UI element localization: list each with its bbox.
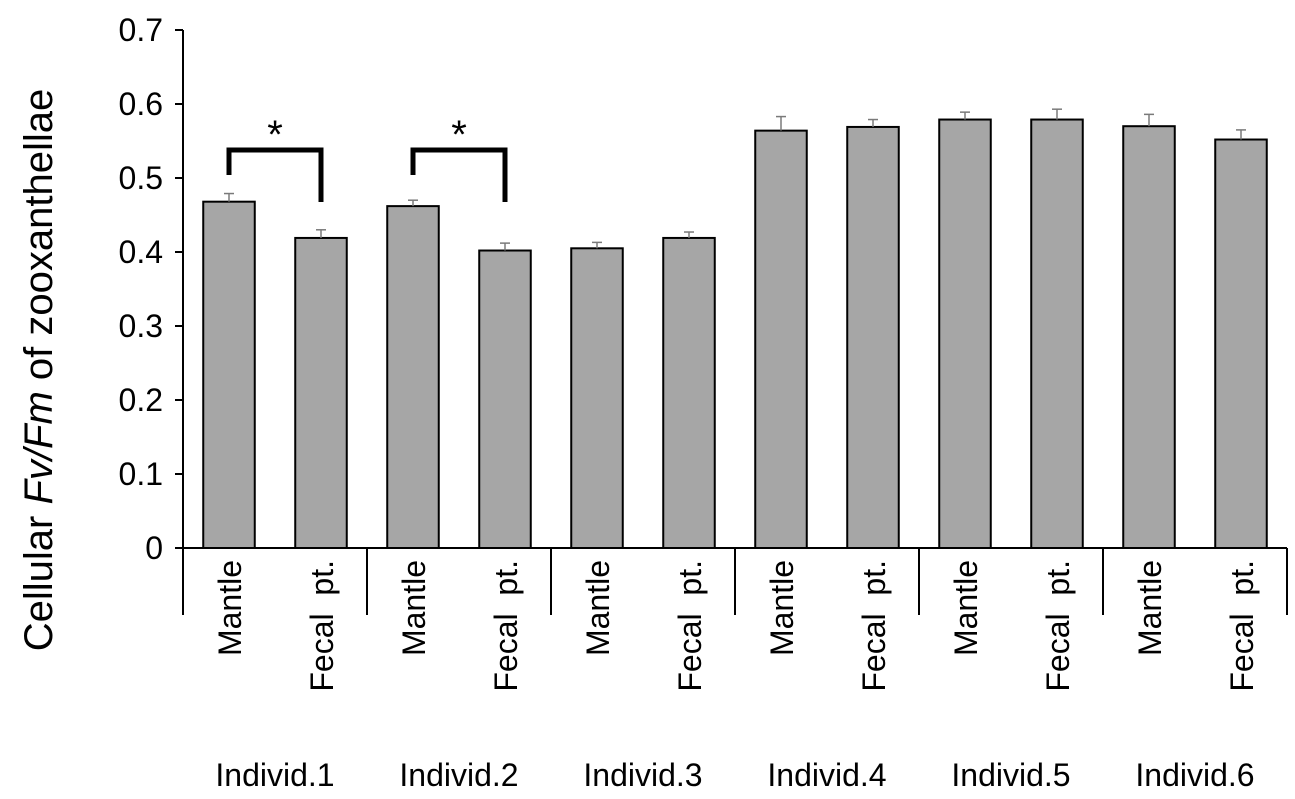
bar bbox=[202, 200, 256, 549]
bar bbox=[570, 247, 624, 550]
significance-star: * bbox=[267, 113, 283, 157]
significance-star: * bbox=[451, 113, 467, 157]
category-label: Mantle bbox=[948, 560, 984, 656]
bar bbox=[1030, 118, 1084, 549]
category-label: Mantle bbox=[764, 560, 800, 656]
y-axis-title: Cellular Fv/Fm of zooxanthellae bbox=[17, 89, 61, 651]
y-tick-label: 0.4 bbox=[119, 234, 163, 270]
category-label: Fecal pt. bbox=[488, 560, 524, 692]
bar bbox=[662, 236, 716, 549]
y-axis-title-italic: Fv/Fm bbox=[17, 391, 61, 504]
category-label: Fecal pt. bbox=[1040, 560, 1076, 692]
group-label: Individ.2 bbox=[399, 757, 518, 793]
significance-markers: * * bbox=[226, 113, 508, 202]
y-axis: 0 0.1 0.2 0.3 0.4 0.5 0.6 0.7 bbox=[119, 12, 184, 566]
y-tick-label: 0.1 bbox=[119, 456, 163, 492]
group-label: Individ.1 bbox=[215, 757, 334, 793]
y-tick-label: 0.5 bbox=[119, 160, 163, 196]
group-label: Individ.6 bbox=[1135, 757, 1254, 793]
bar bbox=[478, 249, 532, 550]
category-label: Mantle bbox=[1132, 560, 1168, 656]
category-label: Fecal pt. bbox=[1224, 560, 1260, 692]
bar bbox=[754, 129, 808, 549]
y-axis-title-suffix: of zooxanthellae bbox=[17, 89, 61, 391]
group-label: Individ.3 bbox=[583, 757, 702, 793]
y-tick-label: 0.2 bbox=[119, 382, 163, 418]
category-label: Mantle bbox=[212, 560, 248, 656]
category-label: Mantle bbox=[396, 560, 432, 656]
category-label: Mantle bbox=[580, 560, 616, 656]
y-tick-label: 0.6 bbox=[119, 86, 163, 122]
bar bbox=[386, 205, 440, 549]
x-axis: Individ.1 Mantle Fecal pt. Individ.2 Mantle F… bbox=[182, 547, 1288, 793]
category-label: Fecal pt. bbox=[856, 560, 892, 692]
bar bbox=[1214, 138, 1268, 550]
category-label: Fecal pt. bbox=[304, 560, 340, 692]
significance-bracket bbox=[226, 147, 324, 202]
group-label: Individ.4 bbox=[767, 757, 886, 793]
y-tick-label: 0.7 bbox=[119, 12, 163, 48]
bar bbox=[846, 125, 900, 549]
y-tick-label: 0 bbox=[145, 530, 163, 566]
bar bbox=[1122, 125, 1176, 549]
bar bbox=[938, 118, 992, 549]
y-axis-title-prefix: Cellular bbox=[17, 505, 61, 652]
bar bbox=[294, 236, 348, 549]
group-label: Individ.5 bbox=[951, 757, 1070, 793]
y-tick-label: 0.3 bbox=[119, 308, 163, 344]
bars bbox=[202, 108, 1268, 550]
significance-bracket bbox=[410, 147, 508, 202]
category-label: Fecal pt. bbox=[672, 560, 708, 692]
